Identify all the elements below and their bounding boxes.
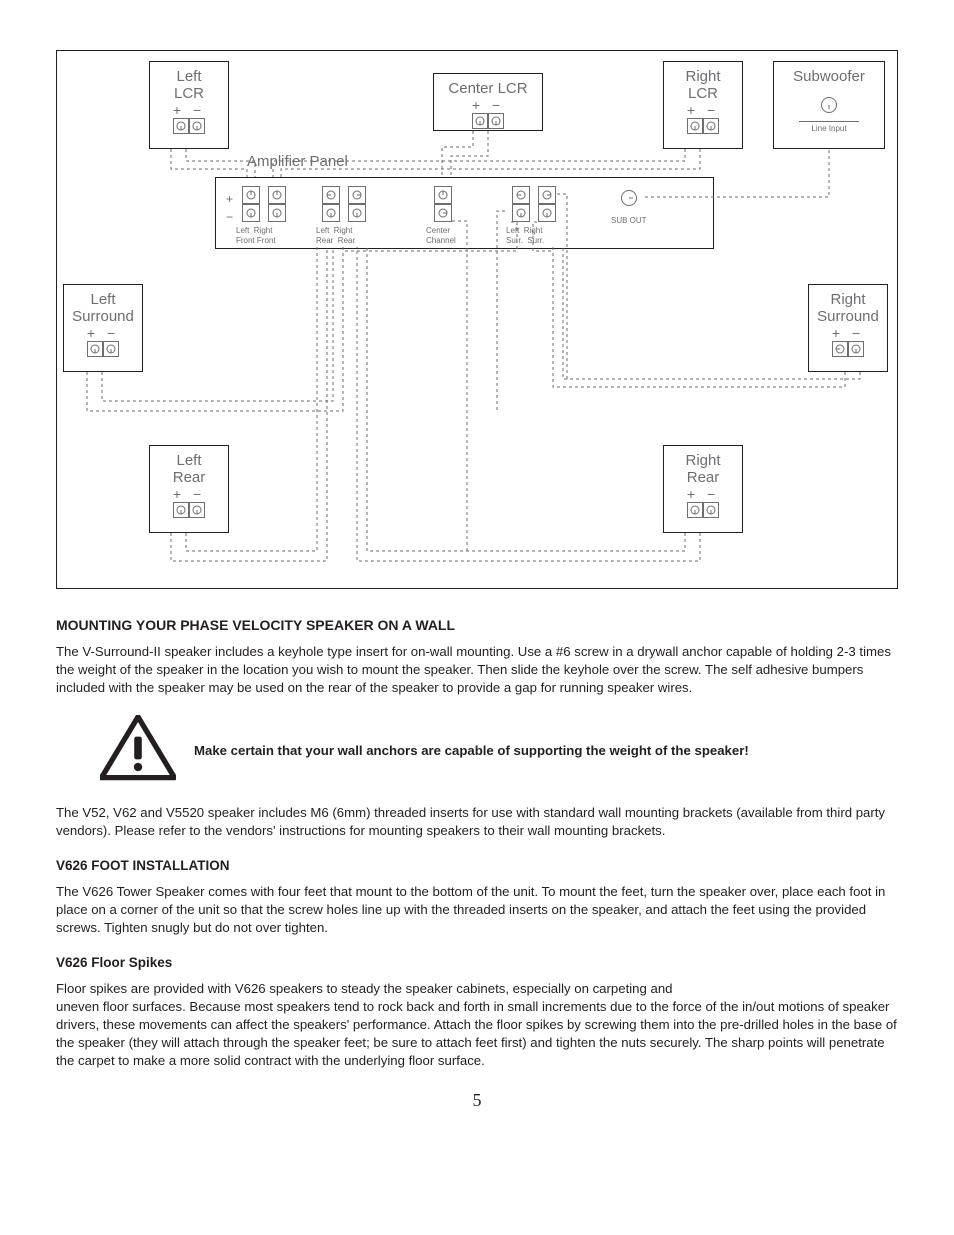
terminals bbox=[434, 113, 542, 129]
warning-text: Make certain that your wall anchors are … bbox=[194, 743, 749, 758]
amp-sub-ls-rs: Left RightSurr. Surr. bbox=[506, 226, 566, 246]
label: Left bbox=[150, 68, 228, 85]
warning-icon bbox=[100, 715, 176, 786]
label: Left bbox=[150, 452, 228, 469]
label: Right bbox=[664, 452, 742, 469]
amp-group-lrear bbox=[322, 186, 340, 222]
polarity: + − bbox=[809, 325, 887, 341]
speaker-right-lcr: Right LCR + − bbox=[663, 61, 743, 149]
label: Right bbox=[664, 68, 742, 85]
speaker-left-lcr: Left LCR + − bbox=[149, 61, 229, 149]
amplifier-panel-label: Amplifier Panel bbox=[247, 153, 348, 170]
foot-title: V626 FOOT INSTALLATION bbox=[56, 858, 898, 873]
speaker-center-lcr: Center LCR + − bbox=[433, 73, 543, 131]
speaker-right-surround: Right Surround + − bbox=[808, 284, 888, 372]
label: LCR bbox=[150, 85, 228, 102]
amplifier-panel: +− Left RightFront Front Left RightRear … bbox=[215, 177, 714, 249]
spike-title: V626 Floor Spikes bbox=[56, 955, 898, 970]
sub-out-label: SUB OUT bbox=[611, 216, 647, 226]
label: Surround bbox=[809, 308, 887, 325]
page-number: 5 bbox=[56, 1090, 898, 1111]
polarity: + − bbox=[64, 325, 142, 341]
mounting-paragraph-2: The V52, V62 and V5520 speaker includes … bbox=[56, 804, 898, 840]
rca-icon bbox=[821, 97, 837, 113]
mounting-paragraph: The V-Surround-II speaker includes a key… bbox=[56, 643, 898, 697]
label: LCR bbox=[664, 85, 742, 102]
amp-group-lfront bbox=[242, 186, 260, 222]
mounting-title: MOUNTING YOUR PHASE VELOCITY SPEAKER ON … bbox=[56, 617, 898, 633]
polarity: + − bbox=[150, 102, 228, 118]
amp-group-rfront bbox=[268, 186, 286, 222]
polarity: + − bbox=[150, 486, 228, 502]
speaker-subwoofer: Subwoofer Line Input bbox=[773, 61, 885, 149]
label: Left bbox=[64, 291, 142, 308]
amp-sub-out bbox=[621, 190, 637, 206]
polarity: + − bbox=[434, 97, 542, 113]
amp-polarity: +− bbox=[226, 190, 233, 226]
amp-sub-lr-rr: Left RightRear Rear bbox=[316, 226, 376, 246]
amp-group-lsurr bbox=[512, 186, 530, 222]
spike-paragraph: Floor spikes are provided with V626 spea… bbox=[56, 980, 898, 1070]
speaker-left-rear: Left Rear + − bbox=[149, 445, 229, 533]
polarity: + − bbox=[664, 486, 742, 502]
foot-paragraph: The V626 Tower Speaker comes with four f… bbox=[56, 883, 898, 937]
label: Rear bbox=[664, 469, 742, 486]
label: Center LCR bbox=[434, 80, 542, 97]
speaker-left-surround: Left Surround + − bbox=[63, 284, 143, 372]
label: Right bbox=[809, 291, 887, 308]
warning-row: Make certain that your wall anchors are … bbox=[100, 715, 898, 786]
amp-group-center bbox=[434, 186, 452, 222]
wiring-diagram: Left LCR + − Center LCR + − Right LCR + … bbox=[56, 50, 898, 589]
line-input-label: Line Input bbox=[799, 121, 859, 134]
amp-group-rsurr bbox=[538, 186, 556, 222]
speaker-right-rear: Right Rear + − bbox=[663, 445, 743, 533]
amp-group-rrear bbox=[348, 186, 366, 222]
amp-sub-cc: CenterChannel bbox=[426, 226, 466, 246]
label: Rear bbox=[150, 469, 228, 486]
amp-sub-lf-rf: Left RightFront Front bbox=[236, 226, 296, 246]
polarity: + − bbox=[664, 102, 742, 118]
terminals bbox=[150, 118, 228, 134]
label: Subwoofer bbox=[774, 68, 884, 85]
terminals bbox=[664, 118, 742, 134]
label: Surround bbox=[64, 308, 142, 325]
